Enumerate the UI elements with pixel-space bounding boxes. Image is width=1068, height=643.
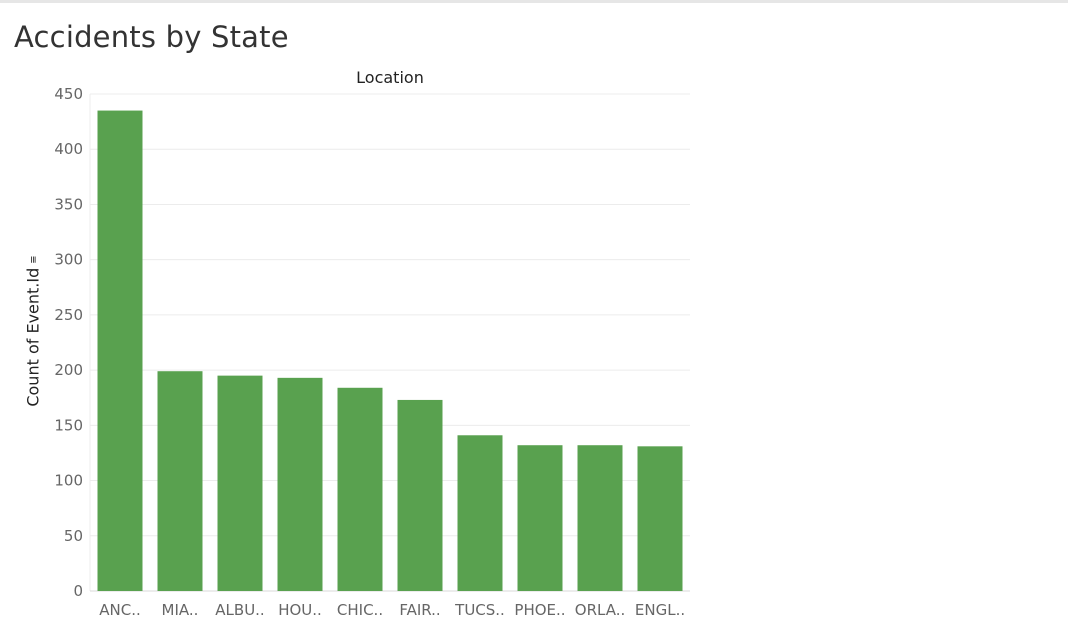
- x-category-label: ALBU..: [215, 601, 264, 619]
- y-tick-label: 200: [54, 361, 83, 379]
- bar[interactable]: [457, 435, 503, 591]
- x-category-label: HOU..: [278, 601, 322, 619]
- bar[interactable]: [217, 375, 263, 591]
- y-tick-label: 300: [54, 251, 83, 269]
- y-tick-label: 450: [54, 85, 83, 103]
- x-category-label: FAIR..: [399, 601, 440, 619]
- x-category-label: ANC..: [99, 601, 141, 619]
- y-tick-label: 350: [54, 195, 83, 213]
- y-tick-label: 250: [54, 306, 83, 324]
- bar[interactable]: [637, 446, 683, 591]
- y-tick-label: 50: [64, 527, 83, 545]
- x-category-label: ORLA..: [575, 601, 625, 619]
- bar[interactable]: [517, 445, 563, 591]
- bar[interactable]: [397, 399, 443, 591]
- x-category-label: ENGL..: [635, 601, 685, 619]
- y-tick-label: 0: [73, 582, 83, 600]
- top-divider: [0, 0, 1068, 3]
- bar[interactable]: [157, 371, 203, 591]
- x-category-label: TUCS..: [454, 601, 505, 619]
- x-category-label: PHOE..: [514, 601, 565, 619]
- bar[interactable]: [277, 377, 323, 591]
- page-title: Accidents by State: [14, 20, 289, 54]
- bar[interactable]: [97, 110, 143, 592]
- y-tick-label: 150: [54, 416, 83, 434]
- x-category-label: MIA..: [162, 601, 199, 619]
- y-tick-label: 100: [54, 472, 83, 490]
- bar[interactable]: [577, 445, 623, 591]
- x-category-label: CHIC..: [337, 601, 383, 619]
- y-tick-label: 400: [54, 140, 83, 158]
- column-header-location: Location: [356, 68, 424, 87]
- bar[interactable]: [337, 387, 383, 591]
